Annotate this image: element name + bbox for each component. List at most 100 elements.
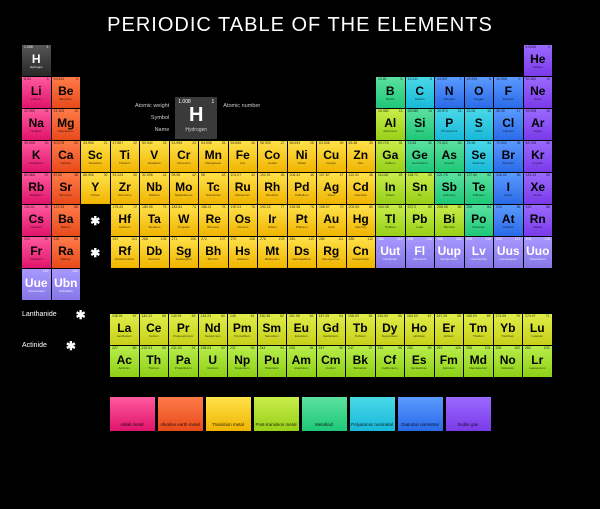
- actinide-marker: ✱: [57, 330, 85, 361]
- page-title: PERIODIC TABLE OF THE ELEMENTS: [0, 0, 600, 45]
- element-Mo: 95.9642MoMolybdenum: [170, 173, 199, 204]
- element-No: 259102NoNobelium: [494, 346, 523, 377]
- element-Tb: 158.9365TbTerbium: [346, 314, 375, 345]
- element-Po: 20984PoPolonium: [465, 205, 494, 236]
- key-name-label: Name: [135, 124, 169, 136]
- element-Pt: 195.0878PtPlatinum: [288, 205, 317, 236]
- element-key-legend: Atomic weight Symbol Name 1.008 1 H Hydr…: [135, 97, 260, 139]
- element-Gd: 157.2564GdGadolinium: [317, 314, 346, 345]
- element-Nb: 92.90641NbNiobium: [140, 173, 169, 204]
- element-Tl: 204.3881TlThallium: [376, 205, 405, 236]
- periodic-table-container: Atomic weight Symbol Name 1.008 1 H Hydr…: [0, 45, 600, 431]
- key-symbol-label: Symbol: [135, 112, 169, 124]
- element-Bh: 272107BhBohrium: [199, 237, 228, 268]
- element-Np: 23793NpNeptunium: [228, 346, 257, 377]
- element-Xe: 131.2954XeXenon: [524, 173, 553, 204]
- key-number-label: Atomic number: [223, 100, 260, 112]
- element-Sc: 44.95621ScScandium: [81, 141, 110, 172]
- element-Ar: 39.94818ArArgon: [524, 109, 553, 140]
- element-Am: 24395AmAmericium: [287, 346, 316, 377]
- element-Sn: 118.7150SnTin: [406, 173, 435, 204]
- element-Zn: 65.3830ZnZinc: [347, 141, 376, 172]
- element-Db: 268105DbDubnium: [140, 237, 169, 268]
- element-Bi: 208.9883BiBismuth: [435, 205, 464, 236]
- key-sample-number: 1: [211, 99, 214, 105]
- element-Ag: 107.8747AgSilver: [317, 173, 346, 204]
- category-alkaline: Alkaline earth metal: [158, 397, 203, 431]
- element-Uuo: 294118UuoUnunoctium: [524, 237, 553, 268]
- element-Ds: 281110DsDarmstadtium: [288, 237, 317, 268]
- element-Mg: 24.30512MgMagnesium: [52, 109, 81, 140]
- element-S: 32.0616SSulfur: [465, 109, 494, 140]
- element-Ubn: 120UbnUnbinilium: [52, 269, 81, 300]
- element-Al: 26.98213AlAluminium: [376, 109, 405, 140]
- element-He: 4.00262HeHelium: [524, 45, 553, 76]
- element-Se: 78.9634SeSelenium: [465, 141, 494, 172]
- key-weight-label: Atomic weight: [135, 100, 169, 112]
- element-Dy: 162.5066DyDysprosium: [376, 314, 405, 345]
- element-Lu: 174.9771LuLutetium: [523, 314, 552, 345]
- element-W: 183.8474WTungsten: [170, 205, 199, 236]
- element-Cu: 63.54629CuCopper: [317, 141, 346, 172]
- element-Ho: 164.9367HoHolmium: [405, 314, 434, 345]
- fblock-grid: 138.9157LaLanthanum140.1258CeCerium140.9…: [110, 314, 578, 377]
- element-Rh: 102.9145RhRhodium: [258, 173, 287, 204]
- element-Na: 22.99011NaSodium: [22, 109, 51, 140]
- element-Ga: 69.72331GaGallium: [376, 141, 405, 172]
- element-Zr: 91.22440ZrZirconium: [111, 173, 140, 204]
- category-halogen: Diatomic nonmetal: [398, 397, 443, 431]
- category-alkali: Alkali metal: [110, 397, 155, 431]
- element-Sb: 121.7651SbAntimony: [435, 173, 464, 204]
- actinide-label: Actinide: [22, 342, 47, 349]
- element-Uus: 294117UusUnunseptium: [494, 237, 523, 268]
- element-Hf: 178.4972HfHafnium: [111, 205, 140, 236]
- element-Y: 88.90639YYttrium: [81, 173, 110, 204]
- element-Pa: 231.0491PaProtactinium: [169, 346, 198, 377]
- element-Co: 58.93327CoCobalt: [258, 141, 287, 172]
- element-H: 1.0081HHydrogen: [22, 45, 51, 76]
- element-Pm: 14561PmPromethium: [228, 314, 257, 345]
- element-Bk: 24797BkBerkelium: [346, 346, 375, 377]
- element-In: 114.8249InIndium: [376, 173, 405, 204]
- element-K: 39.09819KPotassium: [22, 141, 51, 172]
- element-Ne: 20.18010NeNeon: [524, 77, 553, 108]
- element-Es: 25299EsEinsteinium: [405, 346, 434, 377]
- category-metalloid: Metalloid: [302, 397, 347, 431]
- element-Yb: 173.0570YbYtterbium: [494, 314, 523, 345]
- fblock-labels: Lanthanide✱ Actinide✱: [22, 299, 95, 361]
- element-Os: 190.2376OsOsmium: [229, 205, 258, 236]
- element-Ra: 22688RaRadium: [52, 237, 81, 268]
- element-Rg: 280111RgRoentgenium: [317, 237, 346, 268]
- element-C: 12.0116CCarbon: [406, 77, 435, 108]
- element-Pu: 24494PuPlutonium: [258, 346, 287, 377]
- element-U: 238.0392UUranium: [199, 346, 228, 377]
- element-Uue: 119UueUnunennium: [22, 269, 51, 300]
- element-Mt: 276109MtMeitnerium: [258, 237, 287, 268]
- element-Lr: 262103LrLawrencium: [523, 346, 552, 377]
- element-Fe: 55.84526FeIron: [229, 141, 258, 172]
- element-Ce: 140.1258CeCerium: [140, 314, 169, 345]
- element-Ir: 192.2277IrIridium: [258, 205, 287, 236]
- element-Uup: 288115UupUnunpentium: [435, 237, 464, 268]
- key-sample-name: Hydrogen: [185, 127, 207, 133]
- element-Th: 232.0490ThThorium: [140, 346, 169, 377]
- category-legend: Alkali metalAlkaline earth metalTransiti…: [22, 397, 578, 431]
- key-sample-symbol: H: [189, 104, 203, 127]
- element-I: 126.9053IIodine: [494, 173, 523, 204]
- element-Rf: 267104RfRutherfordium: [111, 237, 140, 268]
- element-La: 138.9157LaLanthanum: [110, 314, 139, 345]
- element-Ge: 72.6332GeGermanium: [406, 141, 435, 172]
- element-Tc: 9843TcTechnetium: [199, 173, 228, 204]
- element-Ni: 58.69328NiNickel: [288, 141, 317, 172]
- fblock-placeholder: ✱: [81, 205, 110, 236]
- category-nonmetal: Polyatomic nonmetal: [350, 397, 395, 431]
- category-noble: Noble gas: [446, 397, 491, 431]
- element-Li: 6.943LiLithium: [22, 77, 51, 108]
- element-Re: 186.2175ReRhenium: [199, 205, 228, 236]
- fblock-placeholder: ✱: [81, 237, 110, 268]
- element-Te: 127.6052TeTellurium: [465, 173, 494, 204]
- element-Cl: 35.4517ClChlorine: [494, 109, 523, 140]
- element-Tm: 168.9369TmThulium: [464, 314, 493, 345]
- element-V: 50.94223VVanadium: [140, 141, 169, 172]
- element-Mn: 54.93825MnManganese: [199, 141, 228, 172]
